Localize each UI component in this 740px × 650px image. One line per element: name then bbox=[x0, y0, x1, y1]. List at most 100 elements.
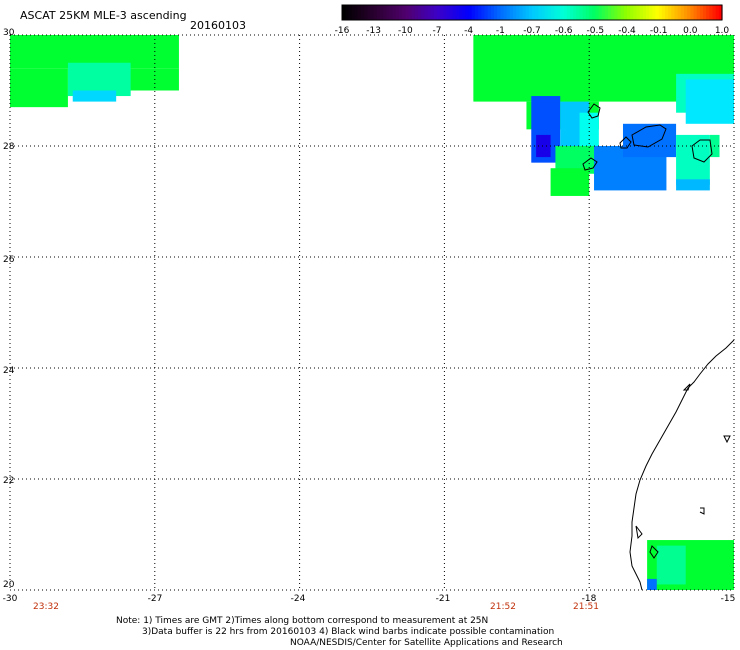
colorbar-segment bbox=[535, 5, 539, 20]
colorbar-segment bbox=[671, 5, 676, 20]
colorbar-segment bbox=[718, 5, 723, 20]
colorbar-segment bbox=[528, 5, 533, 20]
colorbar-segment bbox=[684, 5, 688, 20]
colorbar-label: -0.1 bbox=[649, 26, 668, 36]
colorbar-segment bbox=[430, 5, 435, 20]
wind-cell bbox=[550, 168, 590, 196]
wind-cell bbox=[685, 79, 734, 124]
colorbar-segment bbox=[427, 5, 432, 20]
colorbar-segment bbox=[652, 5, 657, 20]
colorbar-segment bbox=[351, 5, 356, 20]
colorbar-segment bbox=[551, 5, 555, 20]
colorbar-segment bbox=[433, 5, 438, 20]
colorbar-segment bbox=[611, 5, 615, 20]
colorbar-segment bbox=[592, 5, 596, 20]
colorbar-segment bbox=[348, 5, 353, 20]
colorbar-segment bbox=[418, 5, 422, 20]
colorbar-label: -13 bbox=[366, 26, 382, 36]
colorbar-segment bbox=[494, 5, 498, 20]
lon-label: -24 bbox=[290, 594, 306, 604]
colorbar-segment bbox=[484, 5, 489, 20]
colorbar-segment bbox=[519, 5, 524, 20]
wind-cell bbox=[676, 179, 710, 191]
colorbar-segment bbox=[573, 5, 577, 20]
lat-label: 30 bbox=[3, 28, 15, 38]
colorbar-segment bbox=[459, 5, 463, 20]
colorbar-label: -10 bbox=[397, 26, 413, 36]
colorbar-segment bbox=[706, 5, 710, 20]
colorbar-segment bbox=[392, 5, 397, 20]
colorbar-segment bbox=[342, 5, 346, 20]
colorbar-segment bbox=[696, 5, 701, 20]
lat-label: 28 bbox=[3, 142, 15, 152]
colorbar-segment bbox=[687, 5, 691, 20]
lat-label: 22 bbox=[3, 476, 15, 486]
colorbar-segment bbox=[665, 5, 669, 20]
colorbar-segment bbox=[386, 5, 391, 20]
time-label: 23:32 bbox=[33, 602, 59, 612]
wind-barb bbox=[723, 435, 731, 444]
colorbar-segment bbox=[513, 5, 517, 20]
colorbar-segment bbox=[617, 5, 622, 20]
island-outline bbox=[619, 136, 632, 149]
colorbar-segment bbox=[570, 5, 574, 20]
colorbar-segment bbox=[421, 5, 425, 20]
wind-cell bbox=[72, 90, 117, 102]
colorbar-segment bbox=[576, 5, 581, 20]
colorbar-segment bbox=[646, 5, 650, 20]
colorbar-segment bbox=[525, 5, 530, 20]
colorbar-label: -16 bbox=[334, 26, 350, 36]
colorbar-segment bbox=[522, 5, 527, 20]
colorbar-segment bbox=[478, 5, 482, 20]
colorbar-segment bbox=[475, 5, 479, 20]
wind-cell bbox=[656, 545, 686, 585]
colorbar-segment bbox=[642, 5, 647, 20]
wind-cell bbox=[647, 578, 657, 590]
lon-label: -30 bbox=[2, 594, 18, 604]
lon-label: -21 bbox=[435, 594, 451, 604]
colorbar-segment bbox=[532, 5, 536, 20]
colorbar-frame bbox=[341, 4, 723, 21]
lat-label: 26 bbox=[3, 255, 15, 265]
colorbar-label: 1.0 bbox=[714, 26, 730, 36]
colorbar-segment bbox=[563, 5, 568, 20]
lon-label: -15 bbox=[720, 594, 736, 604]
colorbar-segment bbox=[497, 5, 501, 20]
colorbar-segment bbox=[449, 5, 454, 20]
colorbar-segment bbox=[380, 5, 384, 20]
colorbar-segment bbox=[437, 5, 441, 20]
wind-cell bbox=[536, 134, 551, 158]
colorbar-segment bbox=[357, 5, 362, 20]
colorbar-segment bbox=[703, 5, 707, 20]
colorbar-segment bbox=[503, 5, 508, 20]
africa-coastline bbox=[629, 339, 735, 591]
colorbar-label: -4 bbox=[464, 26, 474, 36]
colorbar-segment bbox=[633, 5, 638, 20]
island-outline bbox=[582, 157, 598, 171]
colorbar-label: -0.7 bbox=[523, 26, 541, 36]
colorbar-segment bbox=[636, 5, 641, 20]
colorbar-segment bbox=[465, 5, 470, 20]
colorbar-segment bbox=[383, 5, 387, 20]
colorbar-segment bbox=[468, 5, 473, 20]
colorbar-segment bbox=[414, 5, 419, 20]
colorbar-label: -1 bbox=[495, 26, 505, 36]
colorbar-segment bbox=[614, 5, 619, 20]
colorbar-segment bbox=[709, 5, 714, 20]
coast-inlet bbox=[635, 525, 643, 540]
colorbar-segment bbox=[405, 5, 410, 20]
colorbar-segment bbox=[585, 5, 590, 20]
wind-cell bbox=[676, 134, 710, 185]
colorbar-label: -7 bbox=[432, 26, 442, 36]
coast-inlet bbox=[649, 545, 659, 559]
colorbar-segment bbox=[623, 5, 628, 20]
colorbar-segment bbox=[693, 5, 698, 20]
colorbar-segment bbox=[500, 5, 505, 20]
colorbar-segment bbox=[658, 5, 663, 20]
colorbar-segment bbox=[424, 5, 429, 20]
colorbar-segment bbox=[601, 5, 606, 20]
colorbar-label: -0.6 bbox=[554, 26, 573, 36]
colorbar-segment bbox=[471, 5, 476, 20]
coast-inlet bbox=[682, 383, 691, 391]
coastline bbox=[582, 103, 735, 591]
